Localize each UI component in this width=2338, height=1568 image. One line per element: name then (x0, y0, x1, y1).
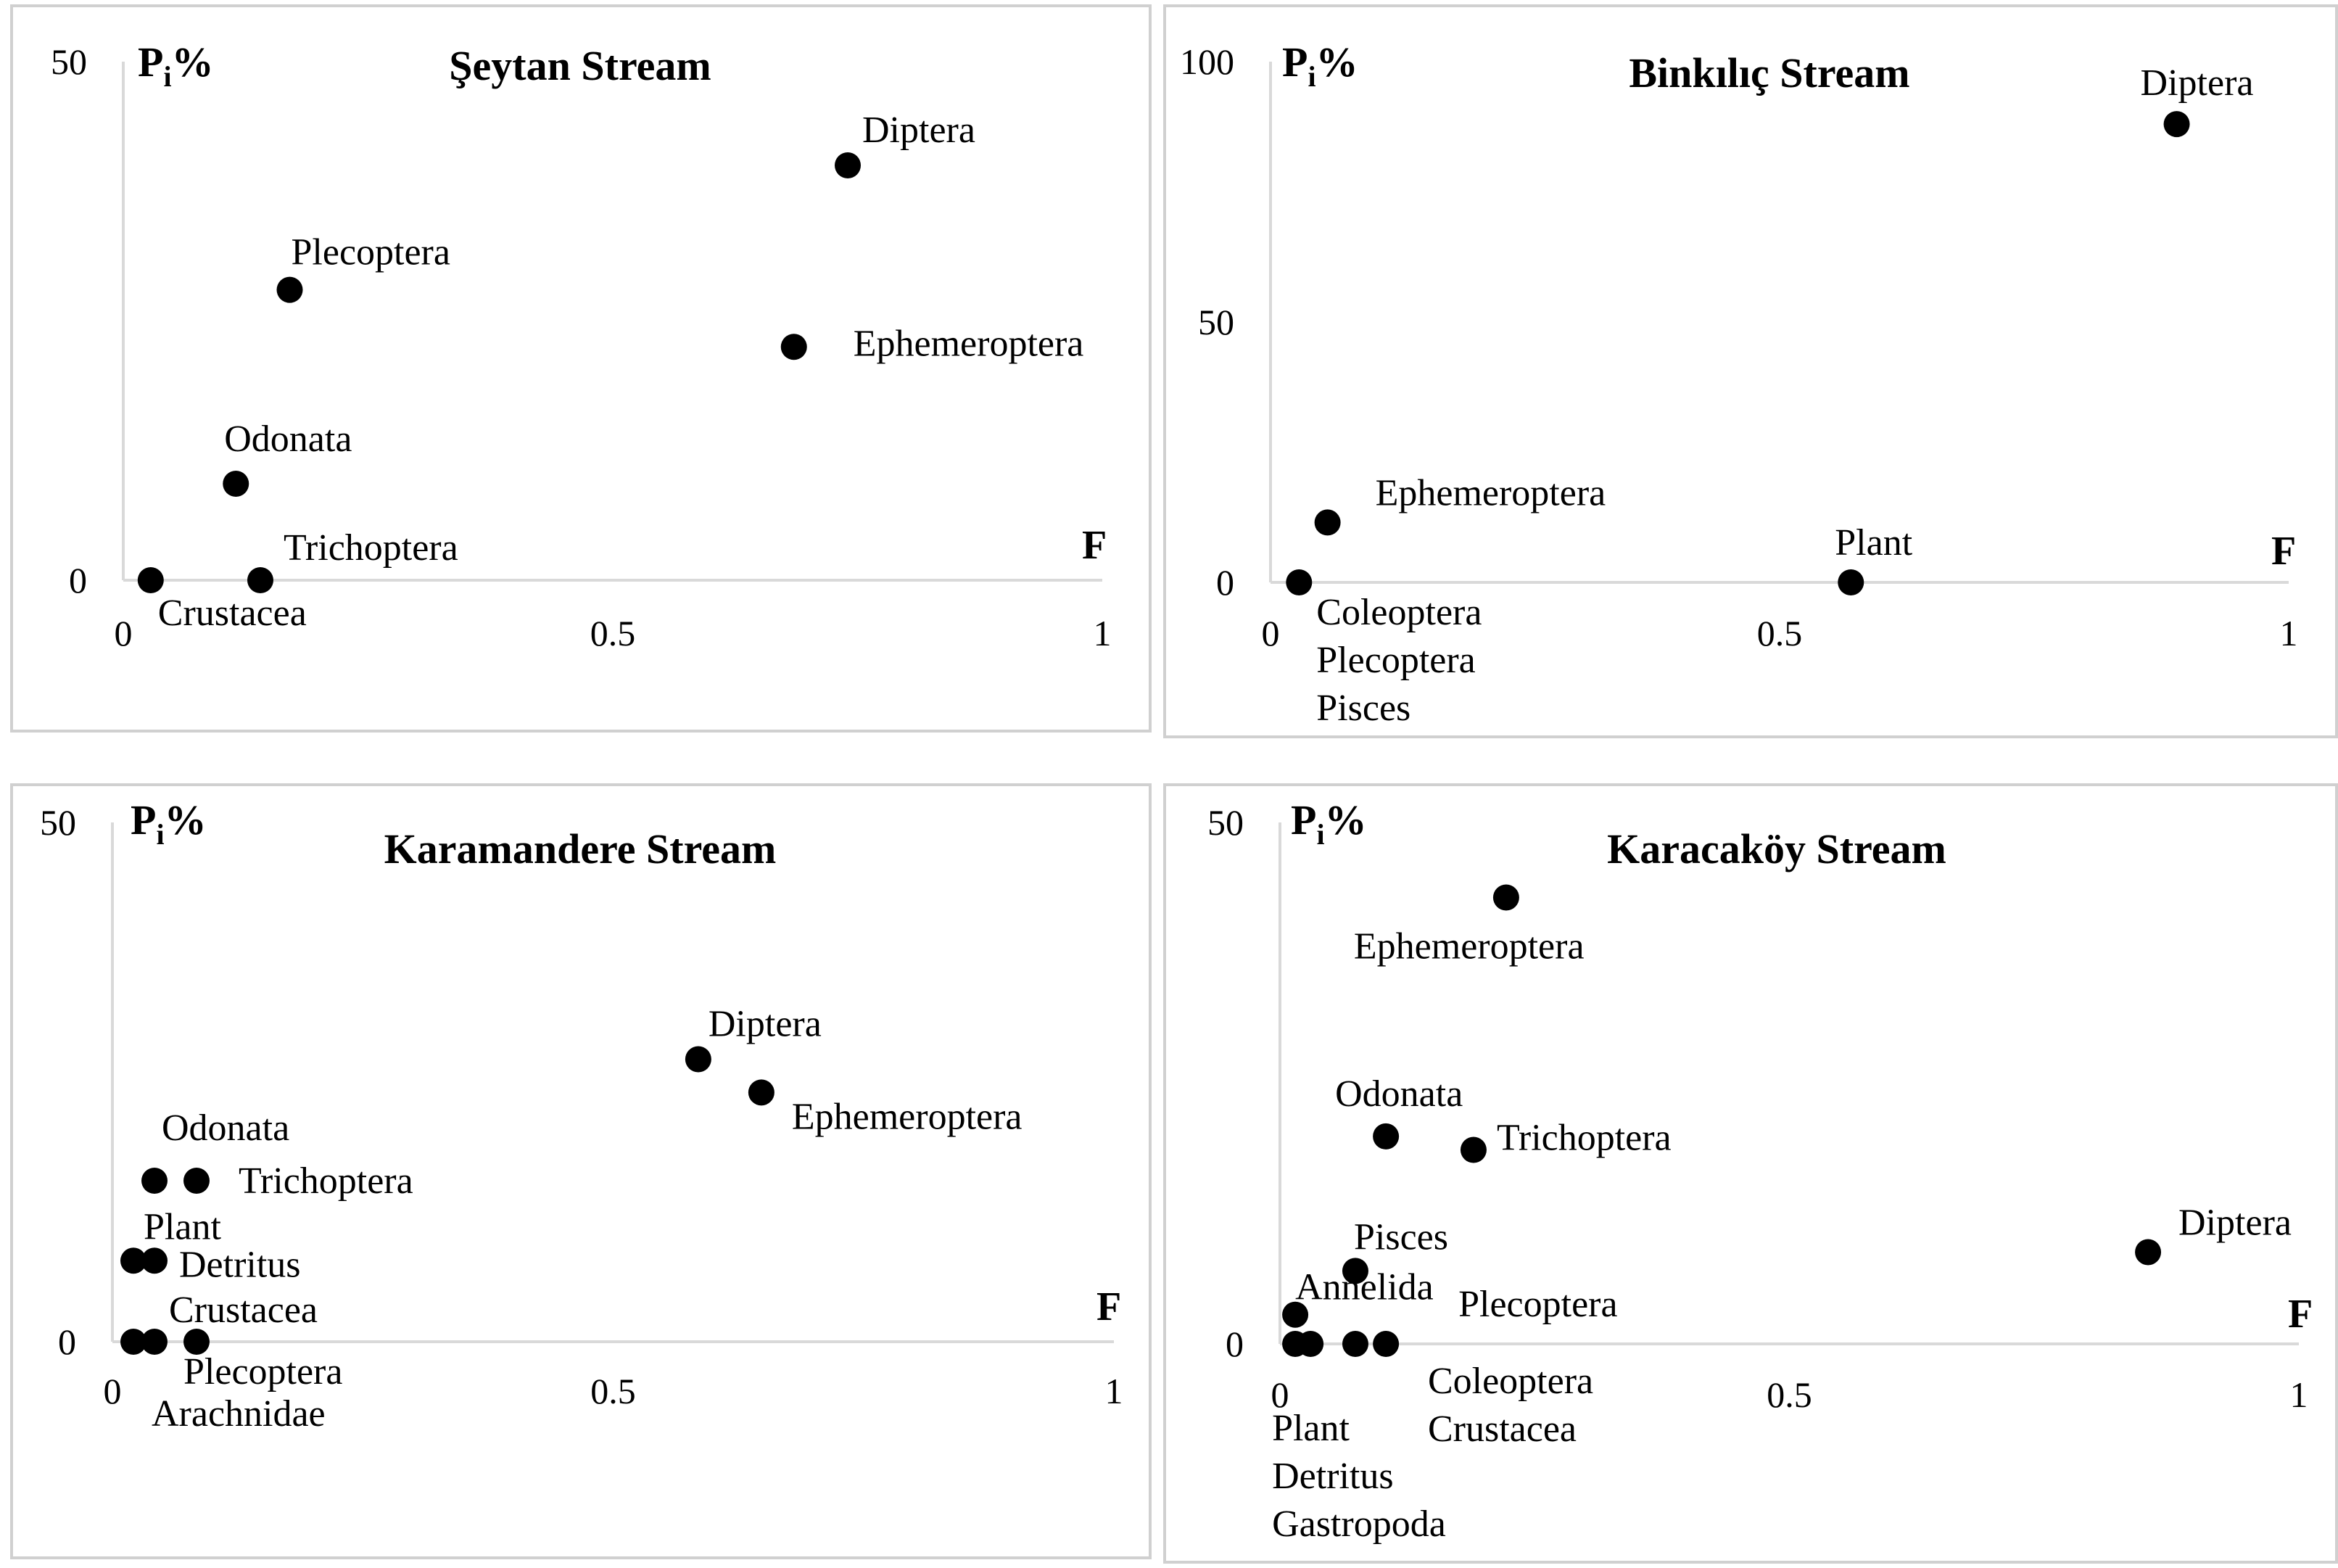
data-point-crustacea (137, 567, 164, 593)
data-label-plant: Plant (1835, 522, 1912, 564)
data-point-diptera (2163, 111, 2190, 138)
chart-panel-karamandere: Karamandere Stream Pi% F 0 0.5 1 0 50 Diptera Eph… (10, 783, 1152, 1559)
data-label-annelida: Annelida (1295, 1267, 1434, 1308)
data-point-coleoptera (1286, 569, 1313, 595)
y-tick-label: 50 (40, 802, 76, 843)
data-label-trichoptera: Trichoptera (284, 527, 458, 569)
data-point-ephemeroptera (1492, 884, 1519, 911)
chart-title: Şeytan Stream (449, 42, 711, 89)
x-tick-label: 1 (1105, 1371, 1123, 1411)
data-point-ephemeroptera (780, 334, 807, 360)
chart-title: Binkılıç Stream (1629, 49, 1909, 96)
data-point-odonata (141, 1168, 168, 1194)
data-label-detritus: Detritus (179, 1244, 301, 1285)
y-axis-label: Pi% (1291, 796, 1367, 851)
y-tick-label: 0 (58, 1321, 76, 1362)
data-point-diptera (2135, 1239, 2162, 1266)
y-tick-label: 0 (1226, 1324, 1244, 1364)
x-tick-label: 0.5 (590, 613, 636, 653)
panel-frame (1163, 783, 2338, 1564)
chart-panel-binkilic: Binkılıç Stream Pi% F 0 0.5 1 0 50 100 Diptera Eph… (1163, 4, 2338, 738)
y-tick-label: 50 (1207, 802, 1244, 843)
chart-panel-karacakoy: Karacaköy Stream Pi% F 0 0.5 1 0 50 Ephemeropter… (1163, 783, 2338, 1564)
x-tick-label: 1 (1094, 613, 1112, 653)
data-label-plant: Plant Detritus Gastropoda (1272, 1408, 1446, 1545)
data-label-arachnidae: Arachnidae (152, 1393, 326, 1435)
data-point-plant (120, 1247, 147, 1274)
data-point-ephemeroptera (748, 1079, 774, 1106)
x-tick-label: 0 (1271, 1374, 1289, 1415)
x-tick-label: 0.5 (1767, 1374, 1812, 1415)
data-label-odonata: Odonata (224, 418, 352, 460)
data-point-odonata (223, 471, 249, 498)
y-axis-label: Pi% (1282, 38, 1358, 93)
x-axis-label: F (1096, 1284, 1121, 1329)
data-label-coleoptera: Coleoptera Crustacea (1428, 1361, 1593, 1450)
data-label-pisces: Pisces (1354, 1216, 1448, 1258)
chart-title: Karamandere Stream (384, 825, 777, 872)
x-axis-label: F (2271, 529, 2296, 574)
chart-panel-seytan: Şeytan Stream Pi% F 0 0.5 1 0 50 Diptera Plecopte… (10, 4, 1152, 733)
data-point-coleoptera (1342, 1331, 1368, 1357)
data-point-crustacea (183, 1329, 210, 1355)
data-point-plecoptera (276, 276, 303, 303)
data-point-plecoptera (1373, 1331, 1400, 1357)
data-point (1297, 1331, 1324, 1357)
data-label-crustacea: Crustacea (158, 593, 307, 634)
data-label-crustacea: Crustacea (169, 1290, 318, 1331)
x-tick-label: 1 (2290, 1374, 2308, 1415)
y-tick-label: 50 (51, 41, 87, 82)
data-point-plant (1838, 569, 1864, 595)
data-label-trichoptera: Trichoptera (239, 1160, 413, 1202)
y-tick-label: 0 (69, 560, 87, 601)
data-label-plecoptera: Plecoptera (183, 1351, 342, 1392)
data-label-ephemeroptera: Ephemeroptera (1354, 926, 1585, 967)
y-tick-label: 100 (1180, 41, 1234, 82)
data-point-pisces (1342, 1258, 1368, 1284)
data-point-trichoptera (247, 567, 273, 593)
data-label-coleoptera: Coleoptera Plecoptera Pisces (1316, 592, 1482, 729)
data-label-ephemeroptera: Ephemeroptera (1376, 472, 1606, 513)
y-axis-label: Pi% (138, 38, 214, 93)
x-tick-label: 0 (115, 613, 133, 653)
data-point-diptera (685, 1046, 711, 1073)
data-label-ephemeroptera: Ephemeroptera (792, 1096, 1023, 1137)
data-point-ephemeroptera (1314, 509, 1341, 536)
data-label-diptera: Diptera (2178, 1202, 2292, 1243)
x-tick-label: 0 (1262, 613, 1280, 653)
data-label-plant: Plant (144, 1206, 221, 1247)
y-tick-label: 50 (1198, 302, 1234, 342)
data-label-plecoptera: Plecoptera (1458, 1284, 1617, 1325)
x-axis-label: F (2288, 1292, 2313, 1337)
data-label-diptera: Diptera (709, 1003, 822, 1044)
data-point-trichoptera (1460, 1136, 1487, 1163)
data-label-odonata: Odonata (162, 1107, 289, 1149)
panel-frame (10, 783, 1152, 1559)
data-point-annelida (1282, 1301, 1309, 1328)
data-point-arachnidae (120, 1329, 147, 1355)
panel-frame (1163, 4, 2338, 738)
data-label-plecoptera: Plecoptera (292, 232, 450, 273)
y-axis-label: Pi% (131, 796, 207, 851)
y-tick-label: 0 (1216, 562, 1234, 603)
data-point-trichoptera (183, 1168, 210, 1194)
data-label-ephemeroptera: Ephemeroptera (854, 323, 1084, 364)
data-label-diptera: Diptera (2141, 62, 2254, 104)
data-point-odonata (1373, 1123, 1400, 1150)
x-tick-label: 0.5 (590, 1371, 636, 1411)
panel-frame (10, 4, 1152, 733)
x-tick-label: 0 (104, 1371, 122, 1411)
x-tick-label: 0.5 (1757, 613, 1803, 653)
chart-title: Karacaköy Stream (1607, 825, 1946, 872)
data-point-plecoptera (141, 1329, 168, 1355)
data-label-trichoptera: Trichoptera (1497, 1118, 1672, 1159)
x-axis-label: F (1082, 523, 1107, 568)
data-point-detritus (141, 1247, 168, 1274)
data-label-diptera: Diptera (862, 110, 975, 151)
data-label-odonata: Odonata (1335, 1073, 1463, 1115)
x-tick-label: 1 (2280, 613, 2298, 653)
data-point-diptera (835, 152, 861, 178)
